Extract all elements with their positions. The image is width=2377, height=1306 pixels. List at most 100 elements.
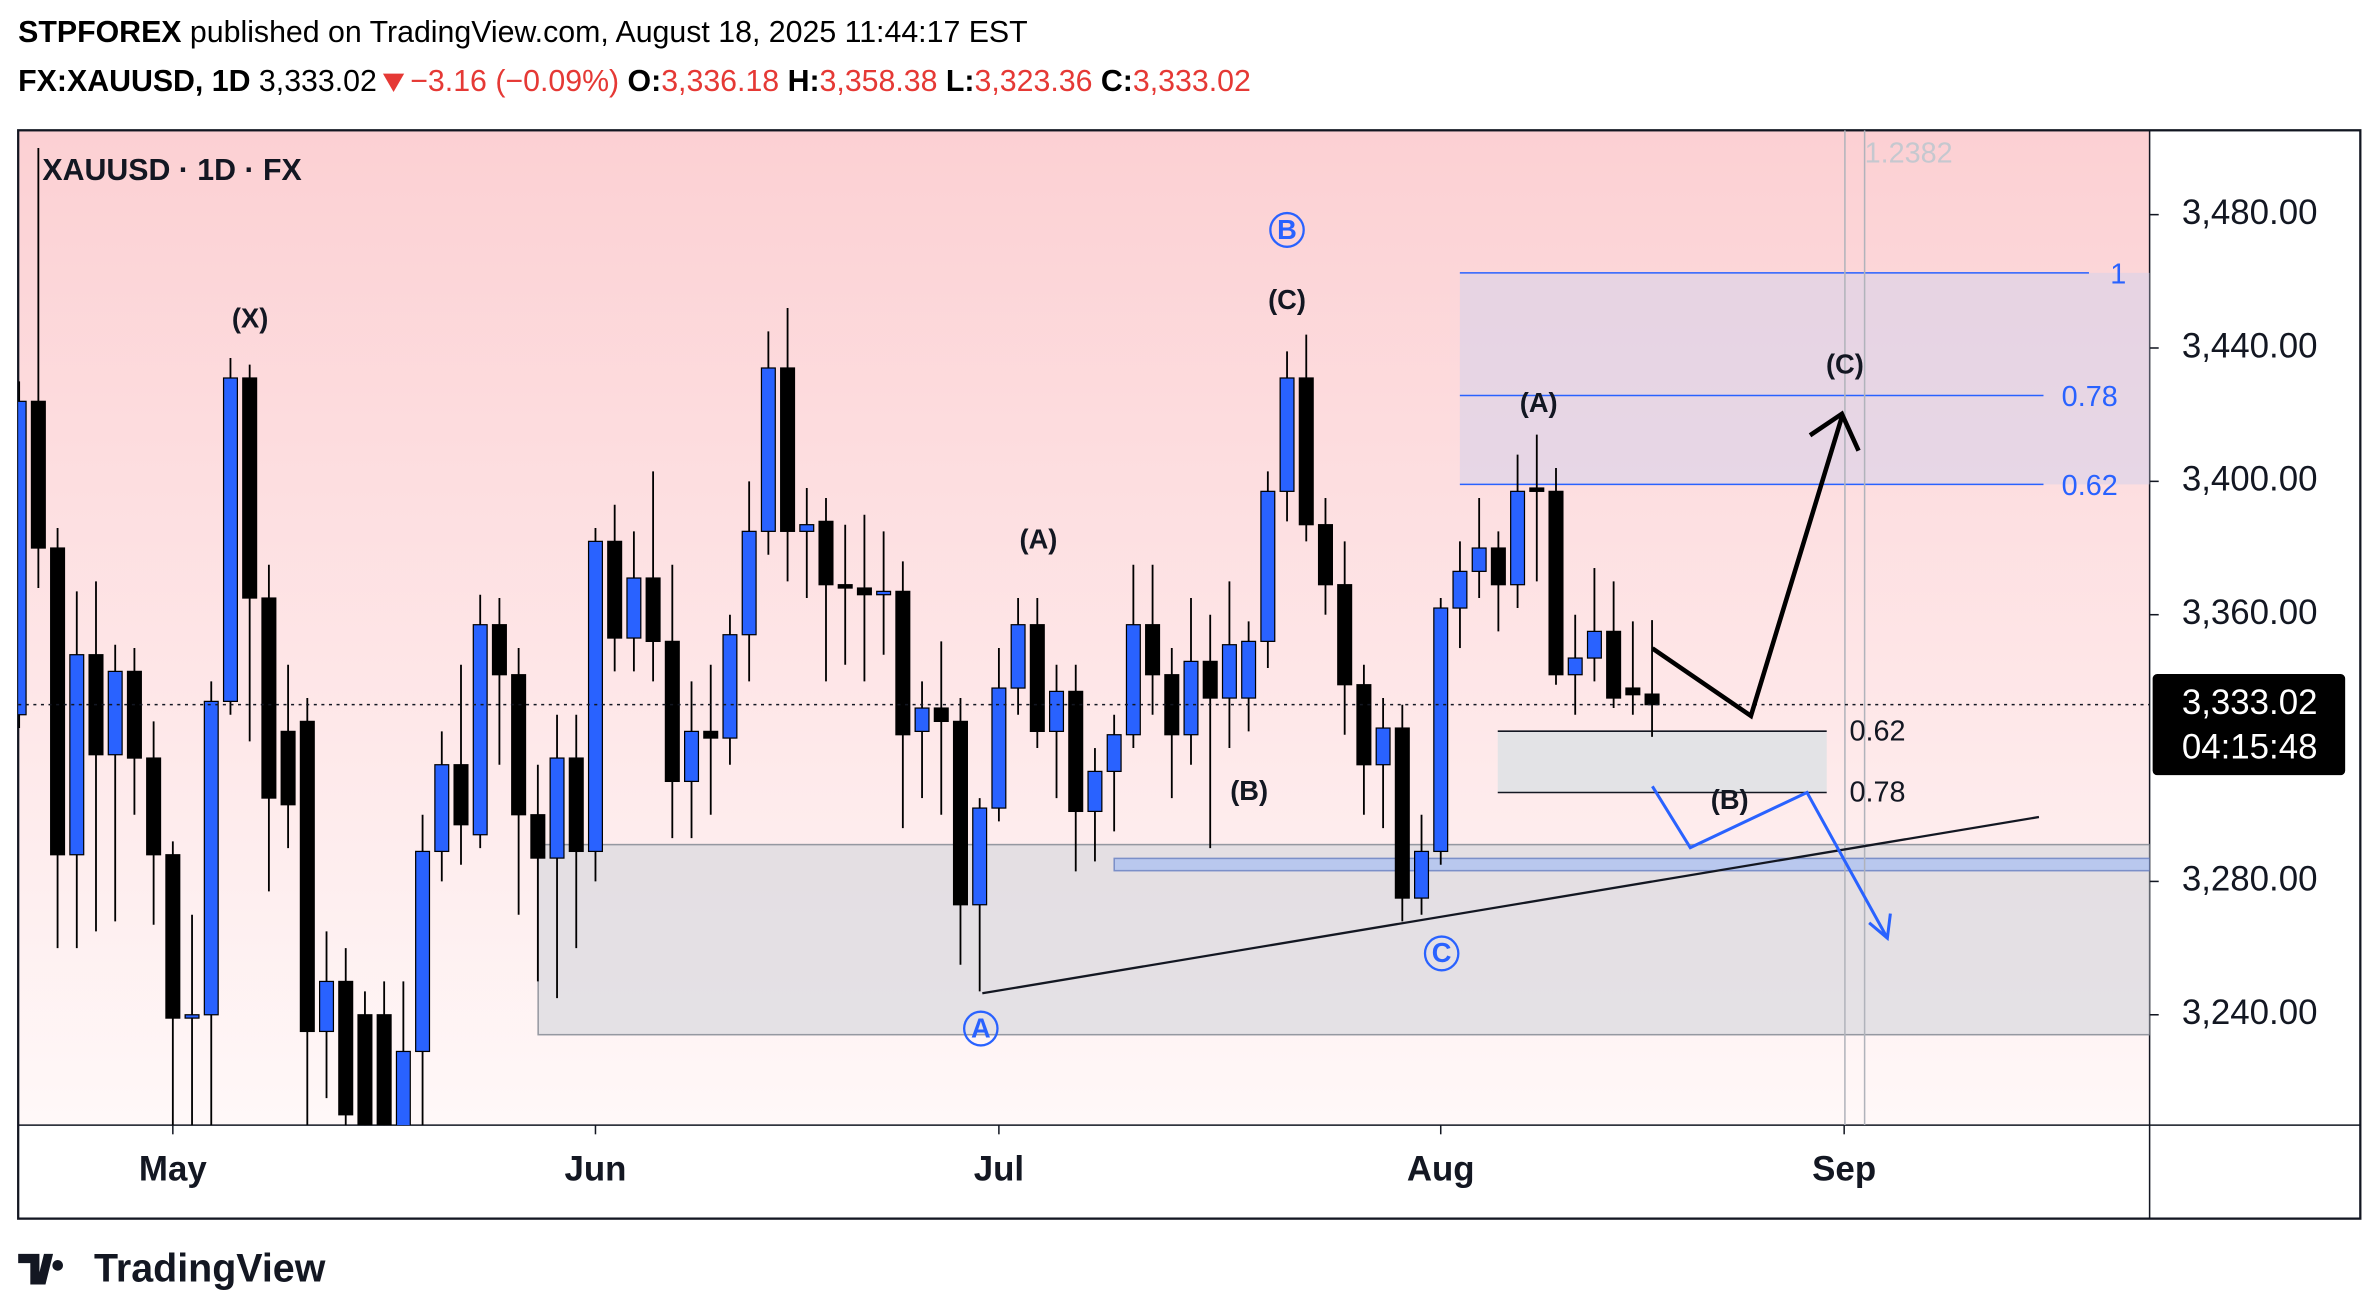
candle-body [318,980,335,1033]
wave-label: (B) [1711,784,1749,815]
candle-body [50,547,66,856]
candle-body [357,1014,373,1126]
drawings [537,130,2150,1126]
y-tick-label: 3,480.00 [2182,193,2318,232]
candle-body [1241,640,1257,699]
candle-body [952,720,968,906]
fib-label: 0.78 [2062,381,2118,413]
candle-body [1298,377,1314,526]
candle-body [1221,644,1237,699]
candle-body [664,640,680,783]
candle-body [1394,727,1410,899]
candles [18,147,2150,1126]
candle-body [434,764,450,853]
candle-body [1087,770,1103,813]
candle-body [722,634,738,739]
candle-body [1049,690,1065,733]
change: −3.16 (−0.09%) [410,64,619,98]
candle-body [549,757,565,859]
y-tick-label: 3,240.00 [2182,993,2318,1032]
countdown: 04:15:48 [2182,727,2318,766]
candle-body [453,764,469,826]
alt-path [1651,785,1889,939]
wave-label: (A) [1520,387,1558,418]
candle-body [818,520,834,586]
candle-body [1452,570,1468,609]
candle-body [107,670,123,756]
candle-body [1183,660,1199,736]
support-zone [537,843,2150,1036]
y-tick-label: 3,280.00 [2182,860,2318,899]
candle-body [30,400,46,549]
candle-body [1375,727,1391,766]
candle-body [1260,490,1276,642]
candle-body [568,757,584,853]
candle-body [1625,687,1641,696]
candle-body [895,590,911,736]
down-arrow [382,73,405,92]
h-label: H: [788,64,820,98]
candle-body [837,584,853,589]
y-tick-label: 3,360.00 [2182,593,2318,632]
candle-body [1433,607,1449,853]
l-label: L: [946,64,975,98]
candle-body [1510,490,1526,586]
candle-body [1106,734,1122,773]
fib-label: 0.62 [1849,715,1905,747]
candle-body [69,654,85,856]
candle-body [1586,630,1602,659]
candle-body [1548,490,1564,676]
header-line: STPFOREX published on TradingView.com, A… [18,15,1027,49]
candle-body [491,624,507,676]
last-price-box [2152,673,2346,776]
trendline [982,815,2040,995]
candle-body [991,687,1007,809]
candle-body [972,807,988,906]
wave-circle [963,1010,999,1047]
logo: TradingView [18,1246,326,1290]
author: STPFOREX [18,15,182,49]
candle-body [1414,850,1430,899]
l: 3,323.36 [975,64,1093,98]
x-tick-label: Aug [1407,1149,1475,1188]
candle-body [280,730,296,806]
fib-zone [1459,272,2150,485]
candle-body [626,577,642,639]
o-label: O: [628,64,662,98]
wave-label: (B) [1230,775,1268,806]
candle-body [933,707,949,723]
c: 3,333.02 [1133,64,1251,98]
candle-body [876,590,892,596]
candle-body [1567,657,1583,676]
quote-line: FX:XAUUSD, 1D 3,333.02 −3.16 (−0.09%) O:3… [18,64,1251,98]
wave-label: (C) [1826,349,1864,380]
wave-label: A [971,1012,991,1043]
price: 3,333.02 [259,64,377,98]
candle-body [1644,693,1660,706]
candle-body [1279,377,1295,492]
brand: TradingView [94,1246,326,1290]
wave-label: C [1432,937,1452,968]
fib-label: 1 [2110,258,2126,290]
candle-body [338,980,354,1116]
candle-body [1490,547,1506,586]
arrowhead [1808,410,1861,452]
candle-body [299,720,315,1033]
logo-icon [18,1253,63,1285]
candle-body [203,700,219,1016]
candle-body [1356,684,1372,766]
arrowhead [1868,913,1892,942]
y-tick-label: 3,440.00 [2182,326,2318,365]
x-tick-label: Jul [974,1149,1024,1188]
candle-body [703,730,719,739]
candle-body [184,1014,200,1019]
candle-body [1529,487,1545,492]
wave-label: B [1277,214,1297,245]
o: 3,336.18 [661,64,779,98]
c-label: C: [1101,64,1133,98]
fib-label: 0.78 [1849,777,1905,809]
candle-body [530,814,546,859]
candle-body [760,367,776,532]
